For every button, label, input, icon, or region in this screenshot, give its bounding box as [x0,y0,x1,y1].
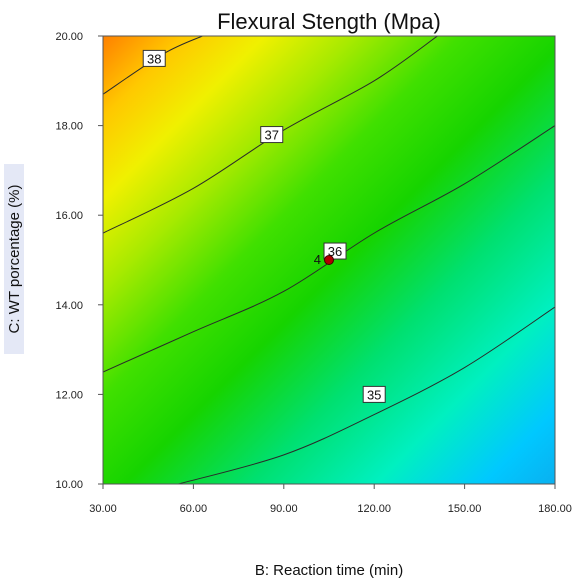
x-tick-label: 180.00 [538,503,572,515]
contour-label-38: 38 [147,51,161,66]
x-tick-label: 120.00 [357,503,391,515]
design-points: 4 [314,252,334,267]
y-axis-title: C: WT porcentage (%) [6,185,23,334]
chart-title: Flexural Stength (Mpa) [217,9,441,34]
contour-label-36: 36 [328,244,342,259]
contour-label-37: 37 [265,128,279,143]
y-tick-label: 10.00 [55,479,83,491]
contour-label-box-38 [142,49,166,67]
y-axis-title-highlight [4,164,24,354]
x-tick-label: 60.00 [180,503,208,515]
contour-label-box-37 [260,126,284,144]
y-tick-label: 16.00 [55,210,83,222]
y-tick-label: 14.00 [55,300,83,312]
x-axis-ticks: 30.00 60.00 90.00 120.00 150.00 180.00 [89,484,572,515]
design-point [324,255,334,265]
plot-frame [102,35,556,485]
contour-line-37 [103,36,438,234]
contour-label-35: 35 [367,387,381,402]
y-axis-ticks: 10.00 12.00 14.00 16.00 18.00 20.00 [55,31,103,491]
design-point-label: 4 [314,252,321,267]
x-axis-title: B: Reaction time (min) [255,562,403,579]
y-tick-label: 18.00 [55,121,83,133]
contour-line-35 [178,306,555,484]
y-tick-label: 20.00 [55,31,83,43]
x-tick-label: 30.00 [89,503,117,515]
contour-label-box-35 [362,385,386,403]
x-tick-label: 90.00 [270,503,298,515]
y-tick-label: 12.00 [55,389,83,401]
x-tick-label: 150.00 [448,503,482,515]
